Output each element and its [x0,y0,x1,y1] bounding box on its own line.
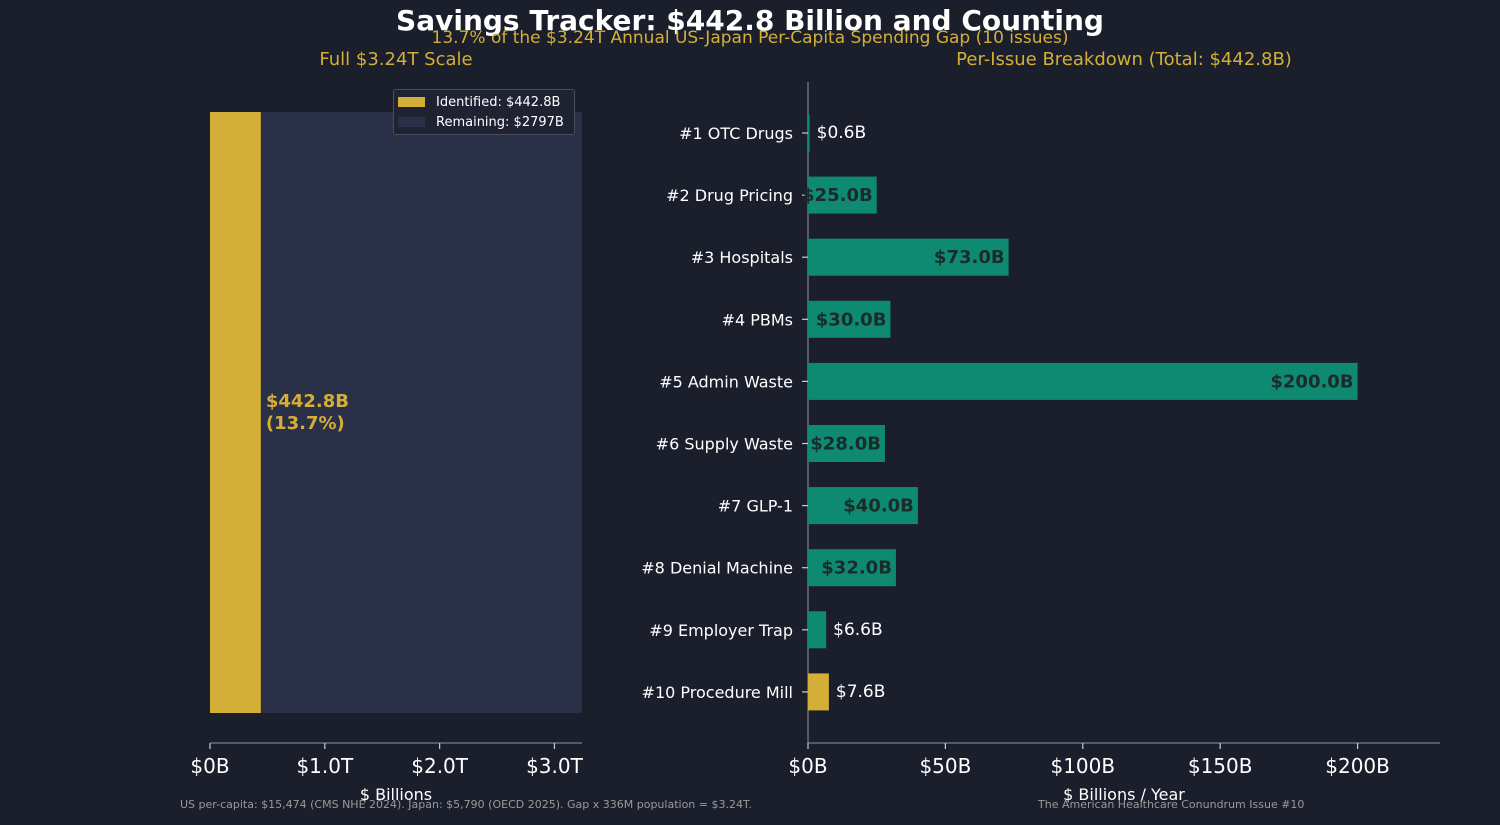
x-tick-label: $0B [190,754,229,778]
value-label: $25.0B [802,185,873,206]
issue-bar [808,238,1009,276]
category-label: #1 OTC Drugs [679,124,793,143]
chart-title: Savings Tracker: $442.8 Billion and Coun… [396,4,1104,37]
x-tick-label: $2.0T [411,754,469,778]
value-label: $0.6B [817,123,867,143]
remaining-bar [260,112,582,713]
identified-bar [210,112,261,713]
category-label: #10 Procedure Mill [642,683,793,702]
issue-bar [808,673,829,711]
category-label: #7 GLP-1 [718,497,793,516]
legend-swatch-remaining [398,117,425,127]
identified-percent-label: (13.7%) [266,413,345,434]
scale-chart-legend: Identified: $442.8B Remaining: $2797B [393,89,575,135]
category-label: #6 Supply Waste [656,435,793,454]
value-label: $32.0B [821,558,892,579]
value-label: $7.6B [836,682,886,702]
x-axis-label: $ Billions / Year [1063,785,1185,804]
legend-label-identified: Identified: $442.8B [436,94,561,110]
issue-bar [808,487,918,525]
issue-bar [808,362,1358,400]
legend-item-remaining: Remaining: $2797B [398,113,564,131]
legend-label-remaining: Remaining: $2797B [436,114,564,130]
x-tick-label: $100B [1050,754,1115,778]
x-tick-label: $200B [1325,754,1390,778]
category-label: #2 Drug Pricing [666,186,793,205]
x-tick-label: $1.0T [296,754,354,778]
legend-item-identified: Identified: $442.8B [398,93,560,111]
x-tick-label: $150B [1188,754,1253,778]
issue-bar [808,425,885,462]
issue-bar [808,549,896,587]
value-label: $6.6B [833,620,883,640]
value-label: $200.0B [1270,371,1353,392]
category-label: #4 PBMs [722,310,793,329]
value-label: $40.0B [843,496,914,517]
identified-value-label: $442.8B [266,391,349,412]
issue-bar [808,176,877,214]
value-label: $28.0B [810,434,881,455]
category-label: #3 Hospitals [691,248,793,267]
category-label: #5 Admin Waste [659,372,793,391]
x-tick-label: $50B [919,754,971,778]
value-label: $30.0B [816,309,887,330]
x-tick-label: $3.0T [526,754,584,778]
category-label: #8 Denial Machine [641,559,793,578]
value-label: $73.0B [934,247,1005,268]
chart-subtitle: 13.7% of the $3.24T Annual US-Japan Per-… [431,28,1069,48]
right-panel-title: Per-Issue Breakdown (Total: $442.8B) [956,49,1292,70]
x-axis-label: $ Billions [360,785,432,804]
issue-bar [808,611,827,649]
category-label: #9 Employer Trap [649,621,793,640]
x-tick-label: $0B [788,754,827,778]
footer-source-note: US per-capita: $15,474 (CMS NHE 2024). J… [180,798,752,811]
issue-bar [808,114,810,152]
left-panel-title: Full $3.24T Scale [319,49,473,70]
footer-credit: The American Healthcare Conundrum Issue … [1038,798,1305,811]
legend-swatch-identified [398,97,425,107]
issue-bar [808,300,891,338]
